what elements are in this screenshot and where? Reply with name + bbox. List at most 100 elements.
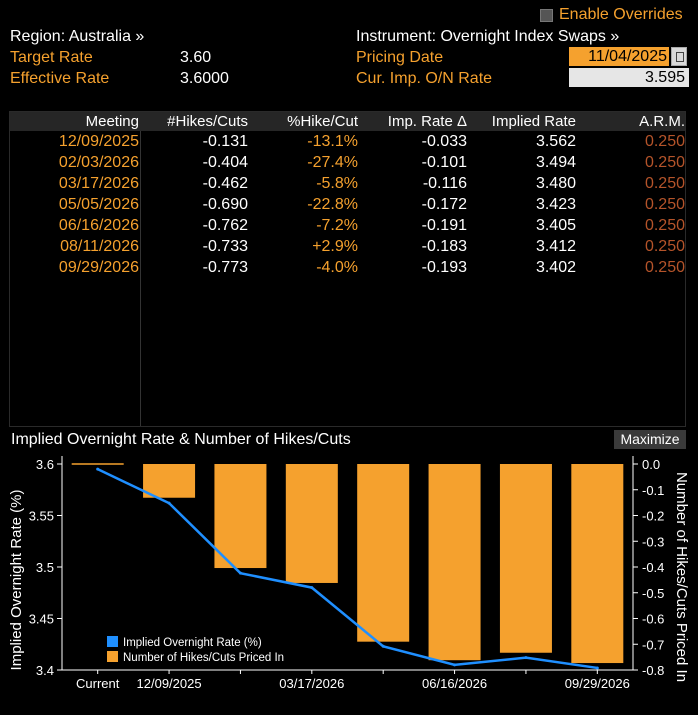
cell-meeting: 03/17/2026	[58, 175, 139, 192]
col-pct-hike-cut[interactable]: %Hike/Cut	[287, 113, 358, 130]
y-left-tick-label: 3.55	[29, 509, 54, 524]
instrument-selector[interactable]: Instrument: Overnight Index Swaps »	[356, 28, 620, 45]
x-tick-label: 03/17/2026	[279, 676, 344, 691]
cell-meeting: 02/03/2026	[58, 154, 139, 171]
bar-mark	[499, 464, 552, 653]
col-hikes-cuts[interactable]: #Hikes/Cuts	[167, 113, 248, 130]
cell-pct-hike-cut: -27.4%	[307, 154, 358, 171]
cell-pct-hike-cut: -13.1%	[307, 133, 358, 150]
legend-label: Number of Hikes/Cuts Priced In	[123, 652, 284, 664]
target-rate-value: 3.60	[180, 49, 212, 66]
cell-imp-rate-delta: -0.116	[422, 175, 467, 192]
line-point	[595, 666, 599, 670]
effective-rate-value: 3.6000	[180, 70, 229, 87]
cell-hikes-cuts: -0.773	[202, 259, 248, 276]
cell-implied-rate: 3.405	[535, 217, 576, 234]
line-point	[453, 663, 457, 667]
cell-meeting: 09/29/2026	[58, 259, 139, 276]
y-axis-right-label: Number of Hikes/Cuts Priced In	[673, 472, 690, 682]
pricing-date-field[interactable]: 11/04/2025	[569, 47, 669, 66]
bar-mark	[214, 464, 267, 569]
table-row[interactable]: 05/05/2026 -0.690 -22.8% -0.172 3.423 0.250	[10, 194, 685, 215]
y-right-tick-label: -0.2	[642, 509, 664, 524]
cur-imp-rate-field[interactable]: 3.595	[569, 68, 689, 87]
cell-arm: 0.250	[644, 196, 685, 213]
table-row[interactable]: 03/17/2026 -0.462 -5.8% -0.116 3.480 0.250	[10, 173, 685, 194]
cell-pct-hike-cut: -4.0%	[316, 259, 358, 276]
bar-mark	[357, 464, 410, 642]
cell-meeting: 08/11/2026	[60, 238, 139, 255]
line-point	[524, 656, 528, 660]
maximize-button[interactable]: Maximize	[614, 430, 686, 449]
cell-imp-rate-delta: -0.193	[421, 259, 467, 276]
effective-rate-label: Effective Rate	[10, 70, 110, 87]
col-imp-rate-delta[interactable]: Imp. Rate Δ	[387, 113, 467, 130]
bar-mark	[143, 464, 196, 498]
col-meeting[interactable]: Meeting	[85, 113, 139, 130]
pricing-date-label: Pricing Date	[356, 49, 444, 66]
legend-box	[103, 632, 291, 666]
cell-implied-rate: 3.562	[535, 133, 576, 150]
y-right-tick-label: -0.6	[642, 612, 664, 627]
cell-implied-rate: 3.494	[535, 154, 576, 171]
enable-overrides-toggle[interactable]: Enable Overrides	[540, 6, 683, 24]
legend-swatch	[107, 636, 118, 647]
rate-line	[97, 468, 598, 670]
legend-label: Implied Overnight Rate (%)	[123, 637, 262, 649]
target-rate-label: Target Rate	[10, 49, 93, 66]
meetings-table: Meeting #Hikes/Cuts %Hike/Cut Imp. Rate …	[9, 111, 686, 427]
cell-pct-hike-cut: +2.9%	[312, 238, 358, 255]
cell-arm: 0.250	[644, 175, 685, 192]
col-implied-rate[interactable]: Implied Rate	[491, 113, 576, 130]
cell-meeting: 05/05/2026	[58, 196, 139, 213]
cell-arm: 0.250	[644, 133, 685, 150]
checkbox-icon[interactable]	[540, 8, 553, 22]
cell-hikes-cuts: -0.690	[202, 196, 248, 213]
y-right-tick-label: -0.3	[642, 534, 664, 549]
cell-arm: 0.250	[644, 259, 685, 276]
cell-hikes-cuts: -0.462	[202, 175, 248, 192]
col-arm[interactable]: A.R.M.	[639, 113, 685, 130]
column-divider	[140, 131, 141, 426]
cell-imp-rate-delta: -0.183	[421, 238, 467, 255]
x-tick-label: 12/09/2025	[137, 676, 202, 691]
y-left-tick-label: 3.45	[29, 612, 54, 627]
y-left-tick-label: 3.5	[36, 560, 54, 575]
y-right-tick-label: -0.5	[642, 586, 664, 601]
cell-arm: 0.250	[644, 154, 685, 171]
cell-implied-rate: 3.402	[535, 259, 576, 276]
cell-hikes-cuts: -0.131	[202, 133, 248, 150]
y-right-tick-label: -0.8	[642, 663, 664, 678]
cell-arm: 0.250	[644, 238, 685, 255]
y-axis-left-label: Implied Overnight Rate (%)	[8, 490, 25, 671]
cell-arm: 0.250	[644, 217, 685, 234]
y-left-tick-label: 3.6	[36, 457, 54, 472]
calendar-icon[interactable]	[671, 47, 687, 66]
line-point	[310, 586, 314, 590]
cell-hikes-cuts: -0.733	[202, 238, 248, 255]
cell-imp-rate-delta: -0.191	[421, 217, 467, 234]
x-tick-label: 09/29/2026	[565, 676, 630, 691]
table-row[interactable]: 12/09/2025 -0.131 -13.1% -0.033 3.562 0.250	[10, 131, 685, 152]
cell-implied-rate: 3.412	[535, 238, 576, 255]
bar-mark	[285, 464, 338, 583]
cell-imp-rate-delta: -0.033	[421, 133, 467, 150]
line-point	[381, 644, 385, 648]
cell-meeting: 12/09/2025	[58, 133, 139, 150]
region-selector[interactable]: Region: Australia »	[10, 28, 145, 45]
x-tick-label: 06/16/2026	[422, 676, 487, 691]
cell-hikes-cuts: -0.762	[202, 217, 248, 234]
table-row[interactable]: 09/29/2026 -0.773 -4.0% -0.193 3.402 0.250	[10, 257, 685, 278]
table-row[interactable]: 08/11/2026 -0.733 +2.9% -0.183 3.412 0.250	[10, 236, 685, 257]
chart-title: Implied Overnight Rate & Number of Hikes…	[11, 431, 351, 448]
cell-pct-hike-cut: -7.2%	[316, 217, 358, 234]
bar-mark	[428, 464, 481, 661]
table-row[interactable]: 06/16/2026 -0.762 -7.2% -0.191 3.405 0.250	[10, 215, 685, 236]
x-tick-label: Current	[76, 676, 120, 691]
cell-meeting: 06/16/2026	[58, 217, 139, 234]
table-row[interactable]: 02/03/2026 -0.404 -27.4% -0.101 3.494 0.250	[10, 152, 685, 173]
rate-chart: Implied Overnight Rate (%) Number of Hik…	[8, 456, 690, 691]
y-right-tick-label: 0.0	[642, 457, 660, 472]
cell-implied-rate: 3.480	[535, 175, 576, 192]
cell-pct-hike-cut: -22.8%	[307, 196, 358, 213]
